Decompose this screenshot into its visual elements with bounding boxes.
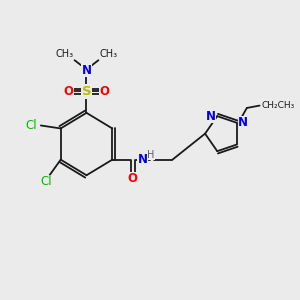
Text: N: N	[138, 153, 148, 166]
Text: Cl: Cl	[40, 176, 52, 188]
Text: N: N	[82, 64, 92, 76]
Text: N: N	[238, 116, 248, 129]
Text: O: O	[128, 172, 138, 185]
Text: O: O	[64, 85, 74, 98]
Text: S: S	[82, 85, 91, 98]
Text: CH₃: CH₃	[99, 49, 117, 59]
Text: N: N	[206, 110, 216, 123]
Text: O: O	[99, 85, 110, 98]
Text: H: H	[148, 150, 155, 160]
Text: CH₂CH₃: CH₂CH₃	[261, 101, 294, 110]
Text: CH₃: CH₃	[56, 49, 74, 59]
Text: Cl: Cl	[26, 119, 38, 132]
